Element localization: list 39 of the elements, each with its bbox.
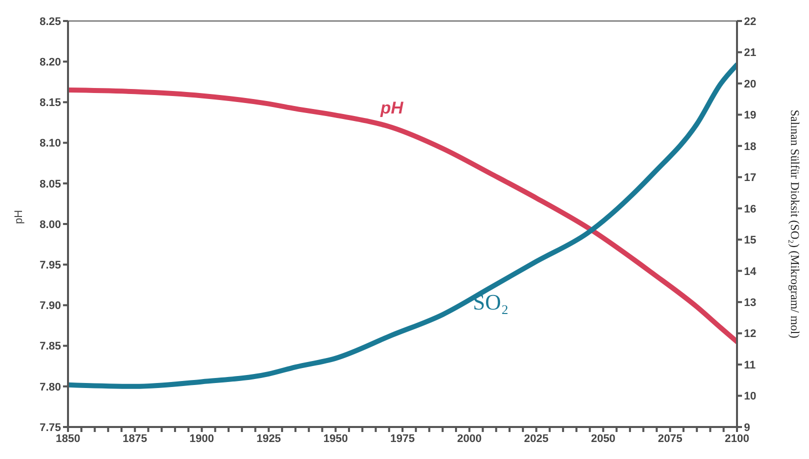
series-label: pH <box>379 98 404 118</box>
x-tick-label: 1925 <box>256 432 281 445</box>
y2-tick-label: 22 <box>744 16 756 28</box>
y-tick-label: 7.90 <box>40 300 61 312</box>
y2-tick-label: 20 <box>744 78 756 90</box>
x-tick-label: 1875 <box>122 432 148 445</box>
y2-tick-label: 19 <box>744 110 756 122</box>
y-tick-label: 8.00 <box>40 218 61 231</box>
y2-tick-label: 9 <box>744 422 750 434</box>
y2-tick-label: 10 <box>744 390 756 403</box>
y-tick-label: 7.75 <box>40 422 61 434</box>
y-tick-label: 7.85 <box>40 340 61 353</box>
x-tick-label: 1975 <box>390 432 415 445</box>
y2-tick-label: 15 <box>744 234 756 247</box>
y2-axis-title: Salınan Sülfür Dioksit (SO₂) (Mikrogram/ mol) <box>788 110 802 338</box>
x-tick-label: 1900 <box>190 432 214 445</box>
y2-tick-label: 13 <box>744 296 756 309</box>
x-tick-label: 2025 <box>524 432 549 445</box>
x-tick-label: 1850 <box>56 432 80 445</box>
x-tick-label: 2075 <box>658 432 682 445</box>
y-axis-title: pH <box>12 210 25 224</box>
y-tick-label: 8.25 <box>40 16 61 28</box>
x-tick-label: 2100 <box>724 432 750 445</box>
y2-tick-label: 14 <box>744 266 758 278</box>
y2-tick-label: 12 <box>744 328 756 340</box>
y-tick-label: 8.15 <box>40 97 61 110</box>
y2-tick-label: 16 <box>744 203 756 216</box>
x-tick-label: 1950 <box>323 432 348 445</box>
y-tick-label: 7.80 <box>40 381 61 394</box>
x-tick-label: 2050 <box>590 432 616 445</box>
x-tick-label: 2000 <box>457 432 482 445</box>
y2-tick-label: 21 <box>744 47 756 60</box>
y2-tick-label: 18 <box>744 140 756 153</box>
y-tick-label: 7.95 <box>40 260 61 272</box>
y-tick-label: 8.10 <box>40 138 61 150</box>
y2-tick-label: 11 <box>744 359 756 372</box>
y-tick-label: 8.05 <box>40 178 61 190</box>
y-tick-label: 8.20 <box>40 56 61 69</box>
y2-tick-label: 17 <box>744 172 756 184</box>
